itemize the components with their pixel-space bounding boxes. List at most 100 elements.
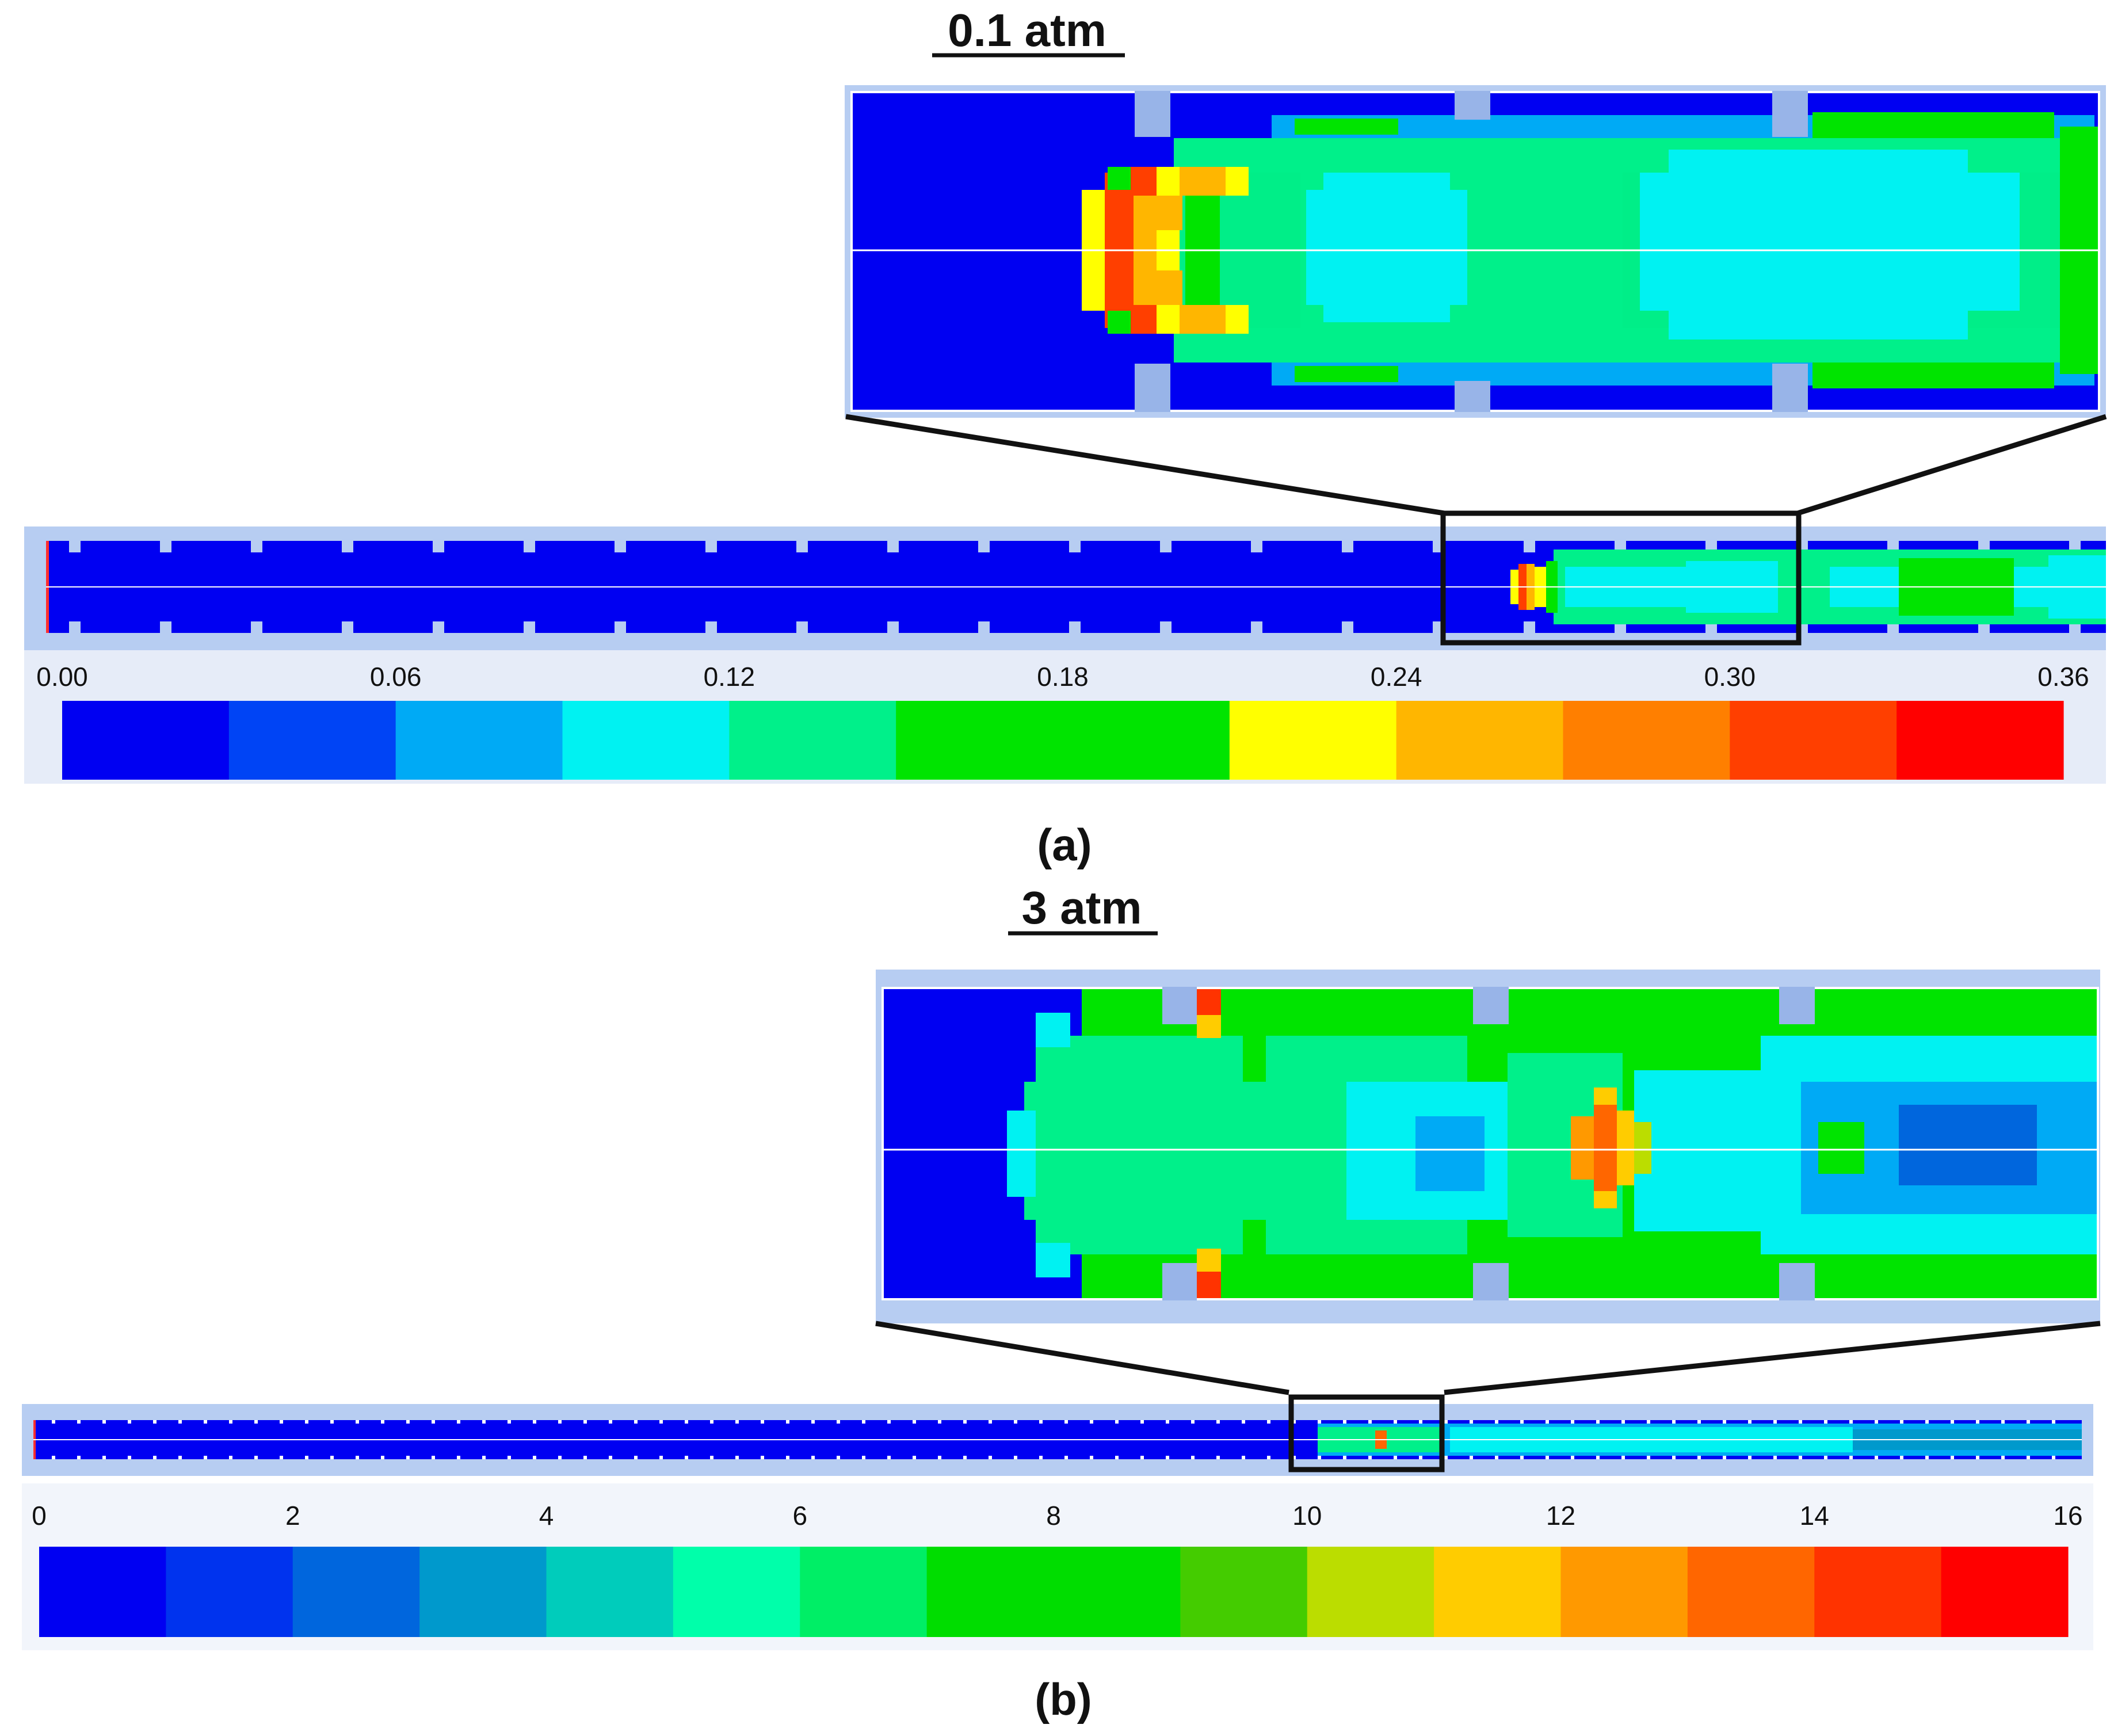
wall-tooth <box>482 1420 486 1424</box>
wall-tooth <box>1951 1420 1954 1424</box>
wall-tooth <box>583 1456 587 1459</box>
wall-tooth <box>963 1456 967 1459</box>
wall-slot <box>1162 1263 1197 1300</box>
wall-tooth <box>1251 541 1262 552</box>
wall-tooth <box>963 1420 967 1424</box>
wall-tooth <box>1621 1420 1625 1424</box>
colorbar-band <box>729 701 896 780</box>
zoom-connector-right <box>1796 414 2107 516</box>
wall-tooth <box>1470 1420 1473 1424</box>
colorbar-band <box>896 701 1063 780</box>
wall-tooth <box>204 1420 207 1424</box>
colorbar-band <box>292 1547 420 1637</box>
wall-tooth <box>524 541 535 552</box>
wall-tooth <box>1191 1420 1195 1424</box>
colorbar-tick-label: 0.12 <box>704 662 755 692</box>
panel-b-pressure-label: 3 atm <box>1022 882 1142 933</box>
wall-tooth <box>229 1456 232 1459</box>
wall-tooth <box>229 1420 232 1424</box>
wall-tooth <box>1799 1456 1802 1459</box>
wall-tooth <box>102 1456 106 1459</box>
wall-tooth <box>1824 1420 1827 1424</box>
wall-tooth <box>1251 621 1262 633</box>
wall-tooth <box>705 541 717 552</box>
wall-tooth <box>482 1456 486 1459</box>
wall-slot <box>1779 1263 1815 1300</box>
wall-tooth <box>204 1456 207 1459</box>
wall-tooth <box>1748 1420 1752 1424</box>
wall-tooth <box>533 1456 536 1459</box>
wall-tooth <box>433 541 444 552</box>
colorbar-tick-label: 0.18 <box>1037 662 1089 692</box>
wall-tooth <box>2052 1456 2055 1459</box>
colorbar-band <box>1307 1547 1434 1637</box>
wall-tooth <box>887 541 899 552</box>
wall-tooth <box>2001 1456 2005 1459</box>
wall-tooth <box>2052 1420 2055 1424</box>
wall-tooth <box>1014 1420 1017 1424</box>
colorbar-band <box>673 1547 800 1637</box>
wall-tooth <box>1672 1456 1676 1459</box>
zoom-box <box>1440 510 1802 646</box>
wall-tooth <box>2027 1456 2030 1459</box>
wall-tooth <box>77 1456 81 1459</box>
panel-a-channel <box>24 510 2106 650</box>
blue-core <box>1899 1105 2037 1185</box>
colorbar-band <box>926 1547 1054 1637</box>
wall-tooth <box>381 1420 384 1424</box>
wall-tooth <box>2001 1420 2005 1424</box>
wall-tooth <box>705 621 717 633</box>
wall-tooth <box>128 1420 131 1424</box>
wall-tooth <box>254 1456 258 1459</box>
colorbar-band <box>1180 1547 1308 1637</box>
wall-tooth <box>406 1420 410 1424</box>
wall-tooth <box>254 1420 258 1424</box>
wall-tooth <box>153 1456 157 1459</box>
wall-tooth <box>356 1456 359 1459</box>
wall-tooth <box>735 1420 739 1424</box>
wall-tooth <box>1495 1456 1498 1459</box>
wall-tooth <box>786 1456 789 1459</box>
wall-tooth <box>1900 1456 1903 1459</box>
wall-tooth <box>1090 1456 1093 1459</box>
wall-tooth <box>1166 1420 1169 1424</box>
wall-tooth <box>1267 1420 1270 1424</box>
panel-b: 3 atm <box>22 882 2101 1724</box>
colorbar-band <box>1814 1547 1942 1637</box>
wall-tooth <box>1495 1420 1498 1424</box>
colorbar-tick-labels: 0 2 4 6 8 10 12 14 16 <box>32 1501 2082 1531</box>
wall-tooth <box>1976 1456 1979 1459</box>
wall-tooth <box>457 1456 460 1459</box>
zoom-connector-left <box>875 1321 1289 1395</box>
wall-tooth <box>533 1420 536 1424</box>
wall-tooth <box>1621 1456 1625 1459</box>
panel-b-channel <box>22 1394 2093 1476</box>
wall-tooth <box>887 1420 891 1424</box>
wall-tooth <box>102 1420 106 1424</box>
colorbar-tick-label: 0.24 <box>1371 662 1422 692</box>
wall-tooth <box>1875 1420 1878 1424</box>
colorbar-tick-label: 6 <box>792 1501 807 1531</box>
panel-a-pressure-label: 0.1 atm <box>948 5 1106 56</box>
wall-tooth <box>1773 1420 1777 1424</box>
wall-tooth <box>69 621 81 633</box>
colorbar-band <box>800 1547 928 1637</box>
wall-tooth <box>761 1456 764 1459</box>
wall-tooth <box>1723 1456 1726 1459</box>
wall-slot <box>1779 987 1815 1024</box>
wall-tooth <box>1546 1456 1549 1459</box>
colorbar-tick-label: 0.06 <box>370 662 422 692</box>
wall-tooth <box>1039 1456 1043 1459</box>
colorbar-band <box>1563 701 1730 780</box>
wall-tooth <box>978 621 990 633</box>
colorbar-band <box>1941 1547 2069 1637</box>
wall-tooth <box>1925 1456 1929 1459</box>
panel-a: 0.1 atm <box>24 5 2107 870</box>
wall-slot <box>1135 364 1170 412</box>
wall-tooth <box>615 541 626 552</box>
wall-tooth <box>1951 1456 1954 1459</box>
wall-tooth <box>1343 1420 1346 1424</box>
flame-front <box>1571 1116 1594 1180</box>
wall-tooth <box>862 1456 865 1459</box>
